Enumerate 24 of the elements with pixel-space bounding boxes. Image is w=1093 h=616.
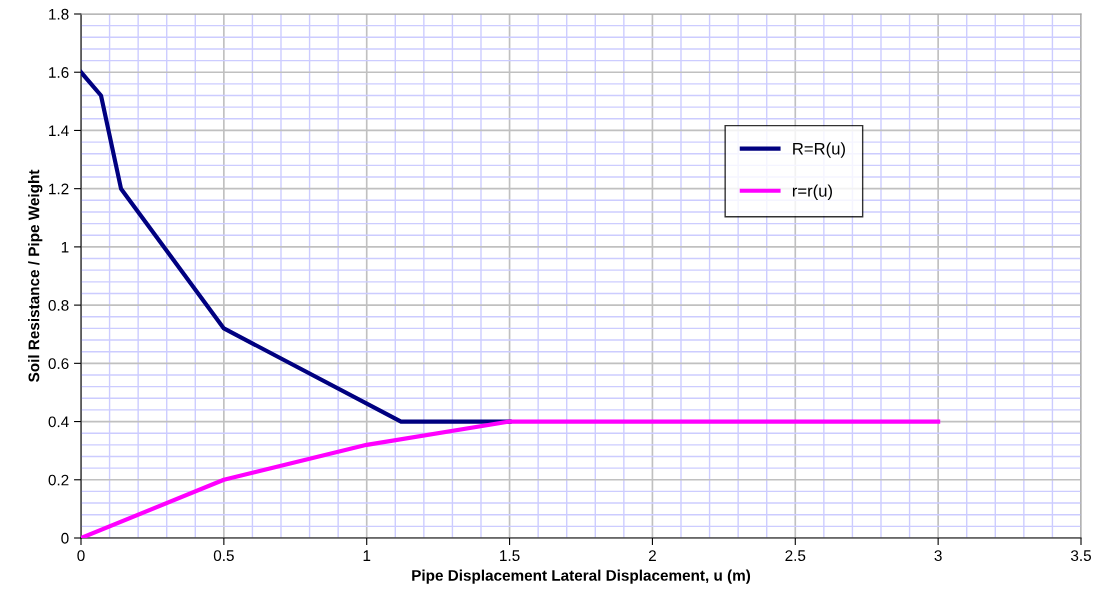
- x-tick-label: 3: [934, 550, 942, 562]
- x-tick-label: 2.5: [785, 550, 806, 562]
- x-tick-label: 2: [648, 550, 656, 561]
- line-series: [81, 419, 941, 538]
- y-tick-label: 1.2: [49, 183, 69, 195]
- y-tick-label: 1.8: [49, 8, 69, 20]
- y-tick-label: 0.6: [48, 358, 69, 370]
- x-tick-label: 3.5: [1070, 550, 1091, 562]
- y-tick-label: 0.4: [48, 416, 69, 428]
- legend-label: R=R(u): [793, 142, 845, 158]
- y-tick-label: 0.2: [48, 474, 69, 486]
- x-tick-label: 0: [77, 550, 85, 562]
- y-tick-label: 0: [61, 532, 69, 544]
- y-tick-label: 1.6: [49, 67, 69, 78]
- y-axis-title: Soil Resistance / Pipe Weight: [28, 169, 43, 382]
- x-tick-label: 1: [363, 550, 371, 561]
- x-tick-label: 0.5: [213, 550, 234, 562]
- legend-label: r=r(u): [792, 184, 832, 201]
- x-axis-title: Pipe Displacement Lateral Displacement, u (m): [412, 569, 751, 584]
- x-tick-label: 1.5: [500, 550, 520, 562]
- y-tick-label: 1.4: [49, 125, 69, 136]
- line-series: [81, 70, 512, 424]
- y-tick-label: 1: [61, 241, 69, 253]
- y-tick-label: 0.8: [48, 299, 69, 311]
